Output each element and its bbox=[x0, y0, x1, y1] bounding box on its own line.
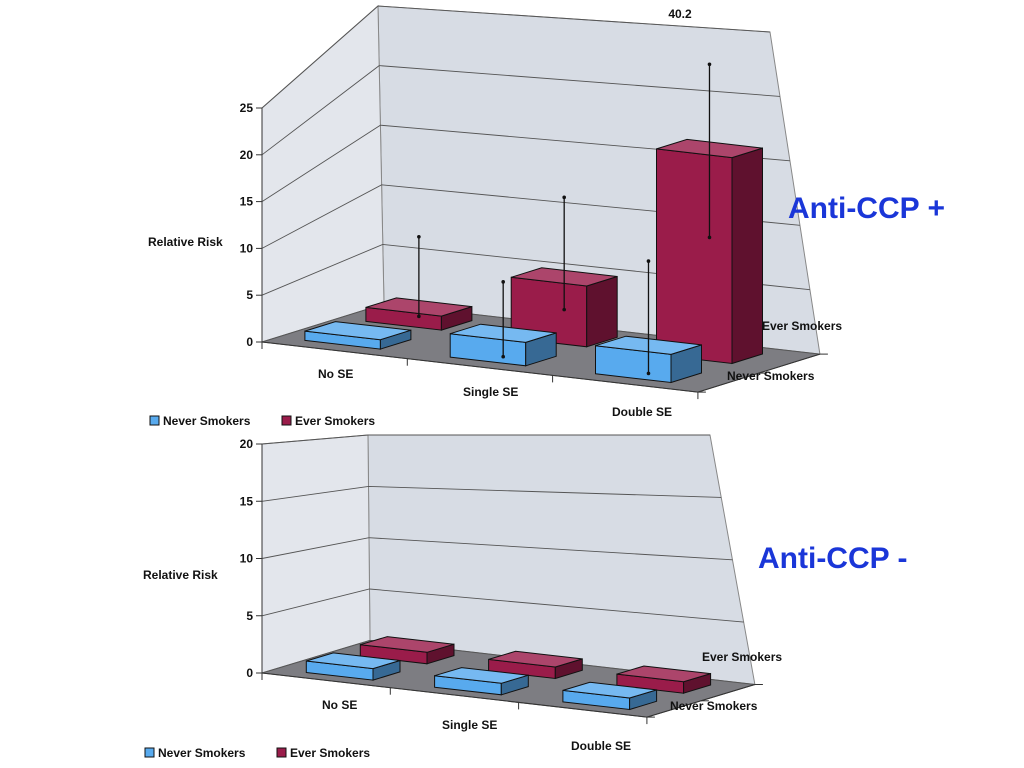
y-axis-label: Relative Risk bbox=[143, 568, 218, 582]
legend-swatch bbox=[281, 415, 292, 426]
bar-side-face bbox=[731, 147, 763, 365]
bar-never-smokers bbox=[562, 681, 658, 711]
bar-top-face bbox=[488, 650, 583, 668]
bar-never-smokers bbox=[304, 321, 412, 350]
bar-front-face bbox=[656, 148, 733, 365]
bar-top-face bbox=[306, 652, 401, 670]
x-category-label: Double SE bbox=[571, 739, 631, 753]
legend: Never Smokers Ever Smokers bbox=[149, 414, 375, 428]
bar-ever-smokers bbox=[359, 636, 455, 665]
error-bar-cap bbox=[646, 371, 651, 376]
gridline bbox=[261, 5, 771, 109]
depth-category-label: Never Smokers bbox=[727, 369, 815, 383]
error-bar-cap bbox=[501, 280, 505, 284]
gridline bbox=[261, 434, 710, 445]
y-tick-label: 5 bbox=[246, 609, 253, 623]
y-tick-label: 10 bbox=[240, 552, 254, 566]
legend-label: Never Smokers bbox=[163, 414, 251, 428]
y-tick-label: 25 bbox=[240, 101, 254, 115]
bar-never-smokers bbox=[595, 259, 702, 384]
bar-never-smokers bbox=[305, 652, 401, 681]
bar-top-face bbox=[434, 667, 529, 684]
bar-ever-smokers bbox=[365, 234, 473, 331]
bar-never-smokers bbox=[434, 667, 529, 696]
y-axis-label: Relative Risk bbox=[148, 235, 223, 249]
left-wall bbox=[261, 434, 371, 674]
bar-ever-smokers bbox=[488, 650, 583, 680]
error-bar-cap bbox=[417, 234, 421, 239]
legend-swatch bbox=[276, 747, 287, 758]
error-bar-cap bbox=[562, 195, 566, 200]
y-tick-label: 20 bbox=[240, 437, 254, 451]
x-category-label: No SE bbox=[322, 698, 357, 712]
error-bar-cap bbox=[562, 307, 566, 312]
y-tick-label: 15 bbox=[240, 195, 254, 209]
y-tick-label: 0 bbox=[246, 335, 253, 349]
depth-category-label: Never Smokers bbox=[670, 699, 758, 713]
y-tick-label: 10 bbox=[240, 241, 254, 255]
left-wall bbox=[261, 4, 385, 343]
bar-ever-smokers bbox=[616, 665, 712, 694]
x-axis bbox=[261, 672, 647, 718]
gridline bbox=[261, 588, 744, 623]
error-bar-cap bbox=[417, 314, 421, 319]
bar-never-smokers bbox=[449, 280, 557, 367]
x-category-label: No SE bbox=[318, 367, 353, 381]
legend-label: Ever Smokers bbox=[295, 414, 375, 428]
x-axis bbox=[261, 341, 698, 393]
chart-2-title: Anti-CCP - bbox=[758, 542, 908, 575]
bar-top-face bbox=[616, 665, 711, 683]
gridline bbox=[261, 485, 722, 502]
bar-ever-smokers bbox=[656, 62, 763, 365]
error-bar-cap bbox=[707, 62, 712, 67]
y-tick-label: 15 bbox=[240, 494, 254, 508]
legend-swatch bbox=[144, 747, 155, 758]
depth-category-label: Ever Smokers bbox=[702, 650, 782, 664]
bar-top-face bbox=[360, 636, 455, 653]
error-bar-cap bbox=[501, 354, 505, 359]
error-bar-cap bbox=[646, 259, 651, 263]
x-category-label: Double SE bbox=[612, 405, 672, 419]
chart-1: 0 5 10 15 20 25 No SE Single SE Double SE Never S… bbox=[148, 4, 842, 428]
annotation-label: 40.2 bbox=[668, 7, 692, 21]
bar-side-face bbox=[586, 275, 618, 348]
x-category-label: Single SE bbox=[442, 718, 497, 732]
bar-top-face bbox=[562, 681, 657, 699]
gridline bbox=[261, 124, 791, 202]
legend-label: Never Smokers bbox=[158, 746, 246, 760]
error-bar-cap bbox=[707, 235, 712, 240]
bar-top-face bbox=[304, 321, 412, 341]
legend: Never Smokers Ever Smokers bbox=[144, 746, 370, 760]
y-tick-label: 0 bbox=[246, 666, 253, 680]
legend-swatch bbox=[149, 415, 160, 426]
gridline bbox=[261, 537, 733, 561]
depth-category-label: Ever Smokers bbox=[762, 319, 842, 333]
x-category-label: Single SE bbox=[463, 385, 518, 399]
gridline bbox=[261, 65, 781, 156]
y-tick-label: 20 bbox=[240, 148, 254, 162]
legend-label: Ever Smokers bbox=[290, 746, 370, 760]
chart-2: 0 5 10 15 20 No SE Single SE Double SE Never Smo… bbox=[143, 434, 782, 760]
y-tick-label: 5 bbox=[246, 288, 253, 302]
chart-1-title: Anti-CCP + bbox=[788, 192, 945, 225]
